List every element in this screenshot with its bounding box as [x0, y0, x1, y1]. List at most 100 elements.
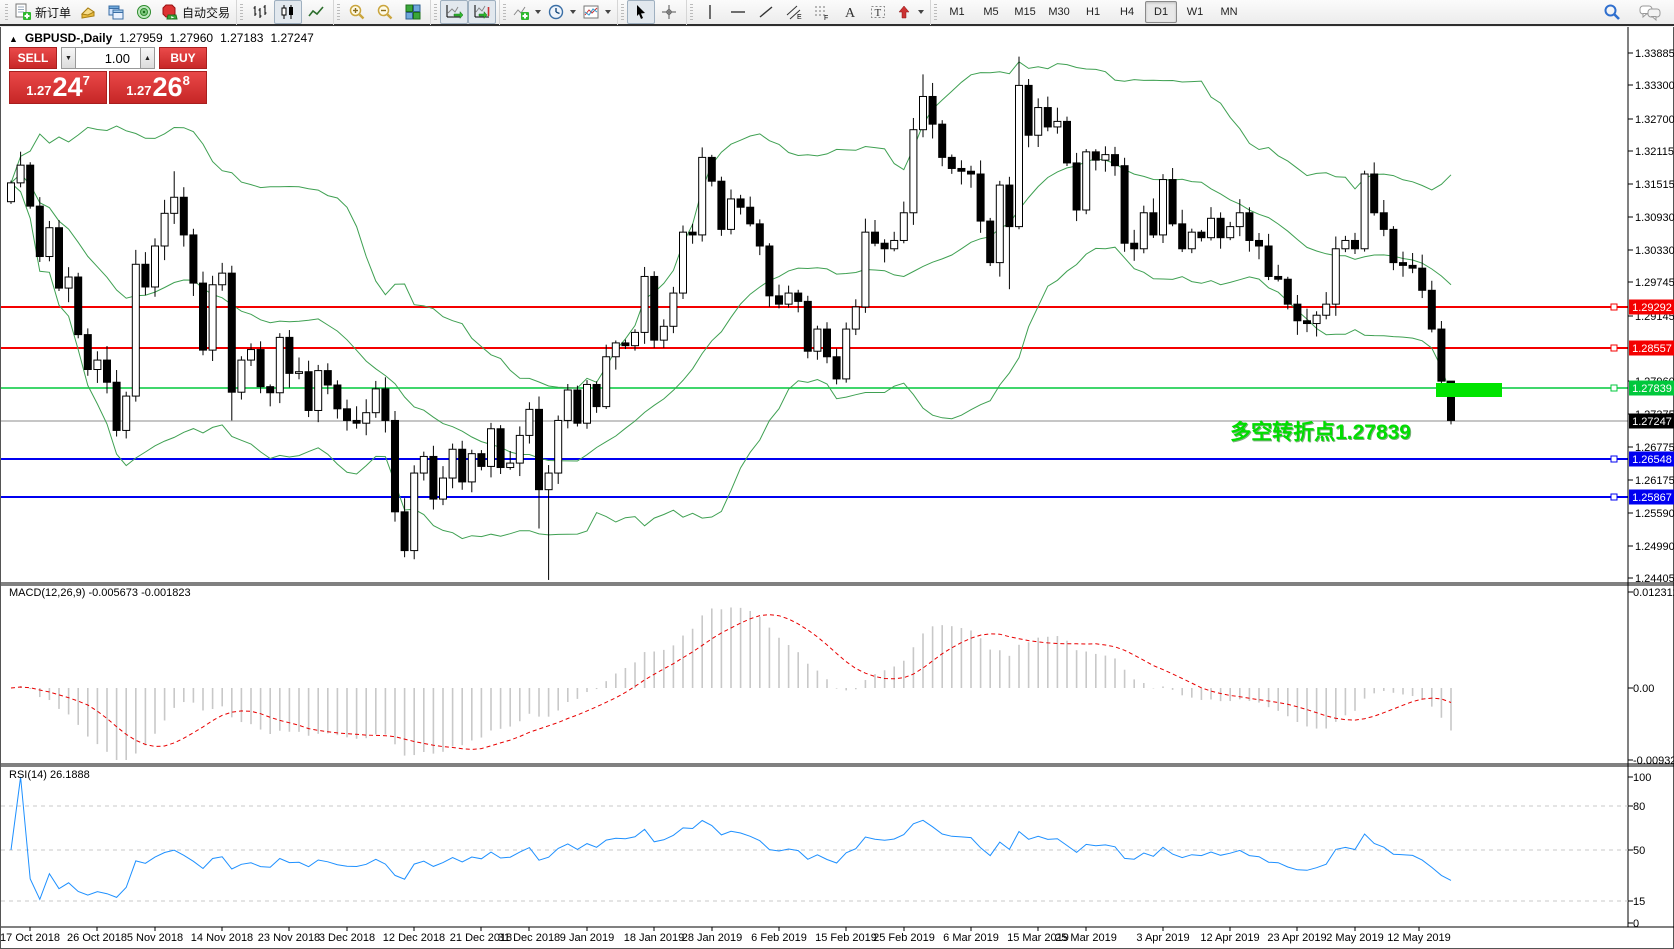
candle-body	[832, 356, 841, 380]
timeframe-w1-button[interactable]: W1	[1186, 6, 1204, 18]
candle-body	[141, 263, 150, 288]
date-label: 3 Apr 2019	[1136, 932, 1189, 944]
candle-body	[775, 295, 783, 305]
level-handle[interactable]	[1610, 455, 1618, 463]
search-button[interactable]	[1598, 0, 1626, 24]
sell-price-button[interactable]: 1.27 24 7	[9, 71, 107, 104]
sell-button[interactable]: SELL	[9, 47, 57, 69]
zoom-in-icon	[348, 3, 366, 21]
crosshair-button[interactable]	[655, 0, 683, 24]
search-icon	[1602, 2, 1622, 22]
price-tick-label: 1.24990	[1635, 541, 1674, 553]
arrows-button[interactable]	[892, 0, 927, 24]
candle-body	[458, 448, 467, 483]
level-handle[interactable]	[1610, 344, 1618, 352]
candle-body	[1015, 84, 1023, 228]
chart-shift-button[interactable]	[468, 0, 497, 24]
price-tag	[1629, 413, 1674, 429]
timeframe-m15-button[interactable]: M15	[1014, 6, 1036, 18]
timeframe-m1-button[interactable]: M1	[949, 6, 965, 18]
periods-button[interactable]	[544, 0, 579, 24]
cursor-button[interactable]	[627, 0, 656, 24]
chat-button[interactable]	[1636, 0, 1664, 24]
candle-body	[986, 220, 995, 264]
candle-body	[1091, 151, 1100, 161]
volume-decrease-button[interactable]: ▼	[61, 47, 76, 69]
vertical-line-icon	[701, 3, 719, 21]
level-handle[interactable]	[1610, 493, 1618, 501]
candle-body	[957, 167, 966, 172]
candle-body	[602, 356, 611, 408]
macd-signal-line	[10, 614, 1452, 750]
candles-chart-button[interactable]	[274, 0, 303, 24]
candle-body	[16, 164, 25, 184]
candle-body	[573, 389, 582, 424]
new-chart-button[interactable]	[74, 0, 102, 24]
horizontal-line-button[interactable]	[724, 0, 752, 24]
line-chart-button[interactable]	[302, 0, 330, 24]
auto-scroll-button[interactable]	[440, 0, 469, 24]
timeframe-d1-button[interactable]: D1	[1145, 1, 1178, 23]
chevron-down-icon[interactable]	[535, 10, 542, 14]
turning-point-highlight-bar[interactable]	[1436, 383, 1502, 397]
candle-body	[1197, 231, 1206, 239]
level-handle[interactable]	[1610, 303, 1618, 311]
chart-window[interactable]: 1.33885 1.33300 1.32700 1.32115 1.31515 1.309…	[0, 27, 1674, 949]
new-order-button[interactable]: 新订单	[11, 0, 74, 24]
timeframe-m5-button[interactable]: M5	[983, 6, 999, 18]
turning-point-annotation[interactable]: 多空转折点1.27839	[1230, 421, 1411, 444]
price-tick-label: 1.31515	[1635, 179, 1674, 191]
vertical-line-button[interactable]	[696, 0, 724, 24]
indicators-button[interactable]	[509, 0, 544, 24]
volume-input[interactable]	[76, 47, 140, 69]
date-label: 23 Apr 2019	[1267, 932, 1326, 944]
candle-body	[1159, 179, 1167, 236]
text-button[interactable]: A	[836, 0, 864, 24]
candle-body	[429, 455, 438, 500]
level-handle[interactable]	[1610, 384, 1618, 392]
candle-body	[803, 300, 812, 352]
price-tag	[1629, 299, 1674, 315]
trendline-button[interactable]	[752, 0, 780, 24]
timeframe-h4-button[interactable]: H4	[1120, 6, 1135, 18]
equidistant-channel-button[interactable]: E	[780, 0, 808, 24]
date-label: 21 Dec 2018	[450, 932, 512, 944]
buy-button[interactable]: BUY	[159, 47, 207, 69]
timeframe-m30-button[interactable]: M30	[1048, 6, 1070, 18]
zoom-in-button[interactable]	[343, 0, 371, 24]
bollinger-upper-band	[10, 61, 1452, 389]
chevron-down-icon[interactable]	[570, 10, 577, 14]
fibonacci-button[interactable]: F	[808, 0, 836, 24]
candle-body	[698, 156, 707, 236]
svg-text:A: A	[845, 6, 856, 21]
volume-increase-button[interactable]: ▲	[140, 47, 155, 69]
candle-body	[103, 359, 111, 383]
profiles-button[interactable]	[102, 0, 130, 24]
autotrading-button[interactable]: 自动交易	[158, 0, 233, 24]
templates-button[interactable]	[579, 0, 614, 24]
chat-icon	[1639, 3, 1661, 21]
candle-body	[1053, 120, 1062, 128]
price-tag-label: 1.25867	[1632, 492, 1672, 504]
candle-body	[208, 284, 217, 351]
buy-price-button[interactable]: 1.27 26 8	[109, 71, 207, 104]
candle-body	[1178, 223, 1187, 250]
candle-body	[851, 306, 860, 330]
candle-body	[487, 428, 495, 467]
date-label: 12 Dec 2018	[383, 932, 445, 944]
chevron-down-icon[interactable]	[605, 10, 612, 14]
timeframe-mn-button[interactable]: MN	[1220, 6, 1238, 18]
tile-windows-button[interactable]	[399, 0, 427, 24]
bars-chart-button[interactable]	[246, 0, 274, 24]
toolbar-group	[617, 0, 686, 25]
chevron-down-icon[interactable]	[918, 10, 925, 14]
timeframe-h1-button[interactable]: H1	[1086, 6, 1101, 18]
text-label-button[interactable]: T	[864, 0, 892, 24]
data-window-button[interactable]	[130, 0, 158, 24]
toolbar-grip	[337, 4, 341, 20]
text-icon: A	[841, 3, 859, 21]
candle-body	[1264, 245, 1273, 277]
zoom-out-button[interactable]	[371, 0, 399, 24]
candle-body	[448, 448, 457, 479]
horizontal-line-icon	[729, 3, 747, 21]
